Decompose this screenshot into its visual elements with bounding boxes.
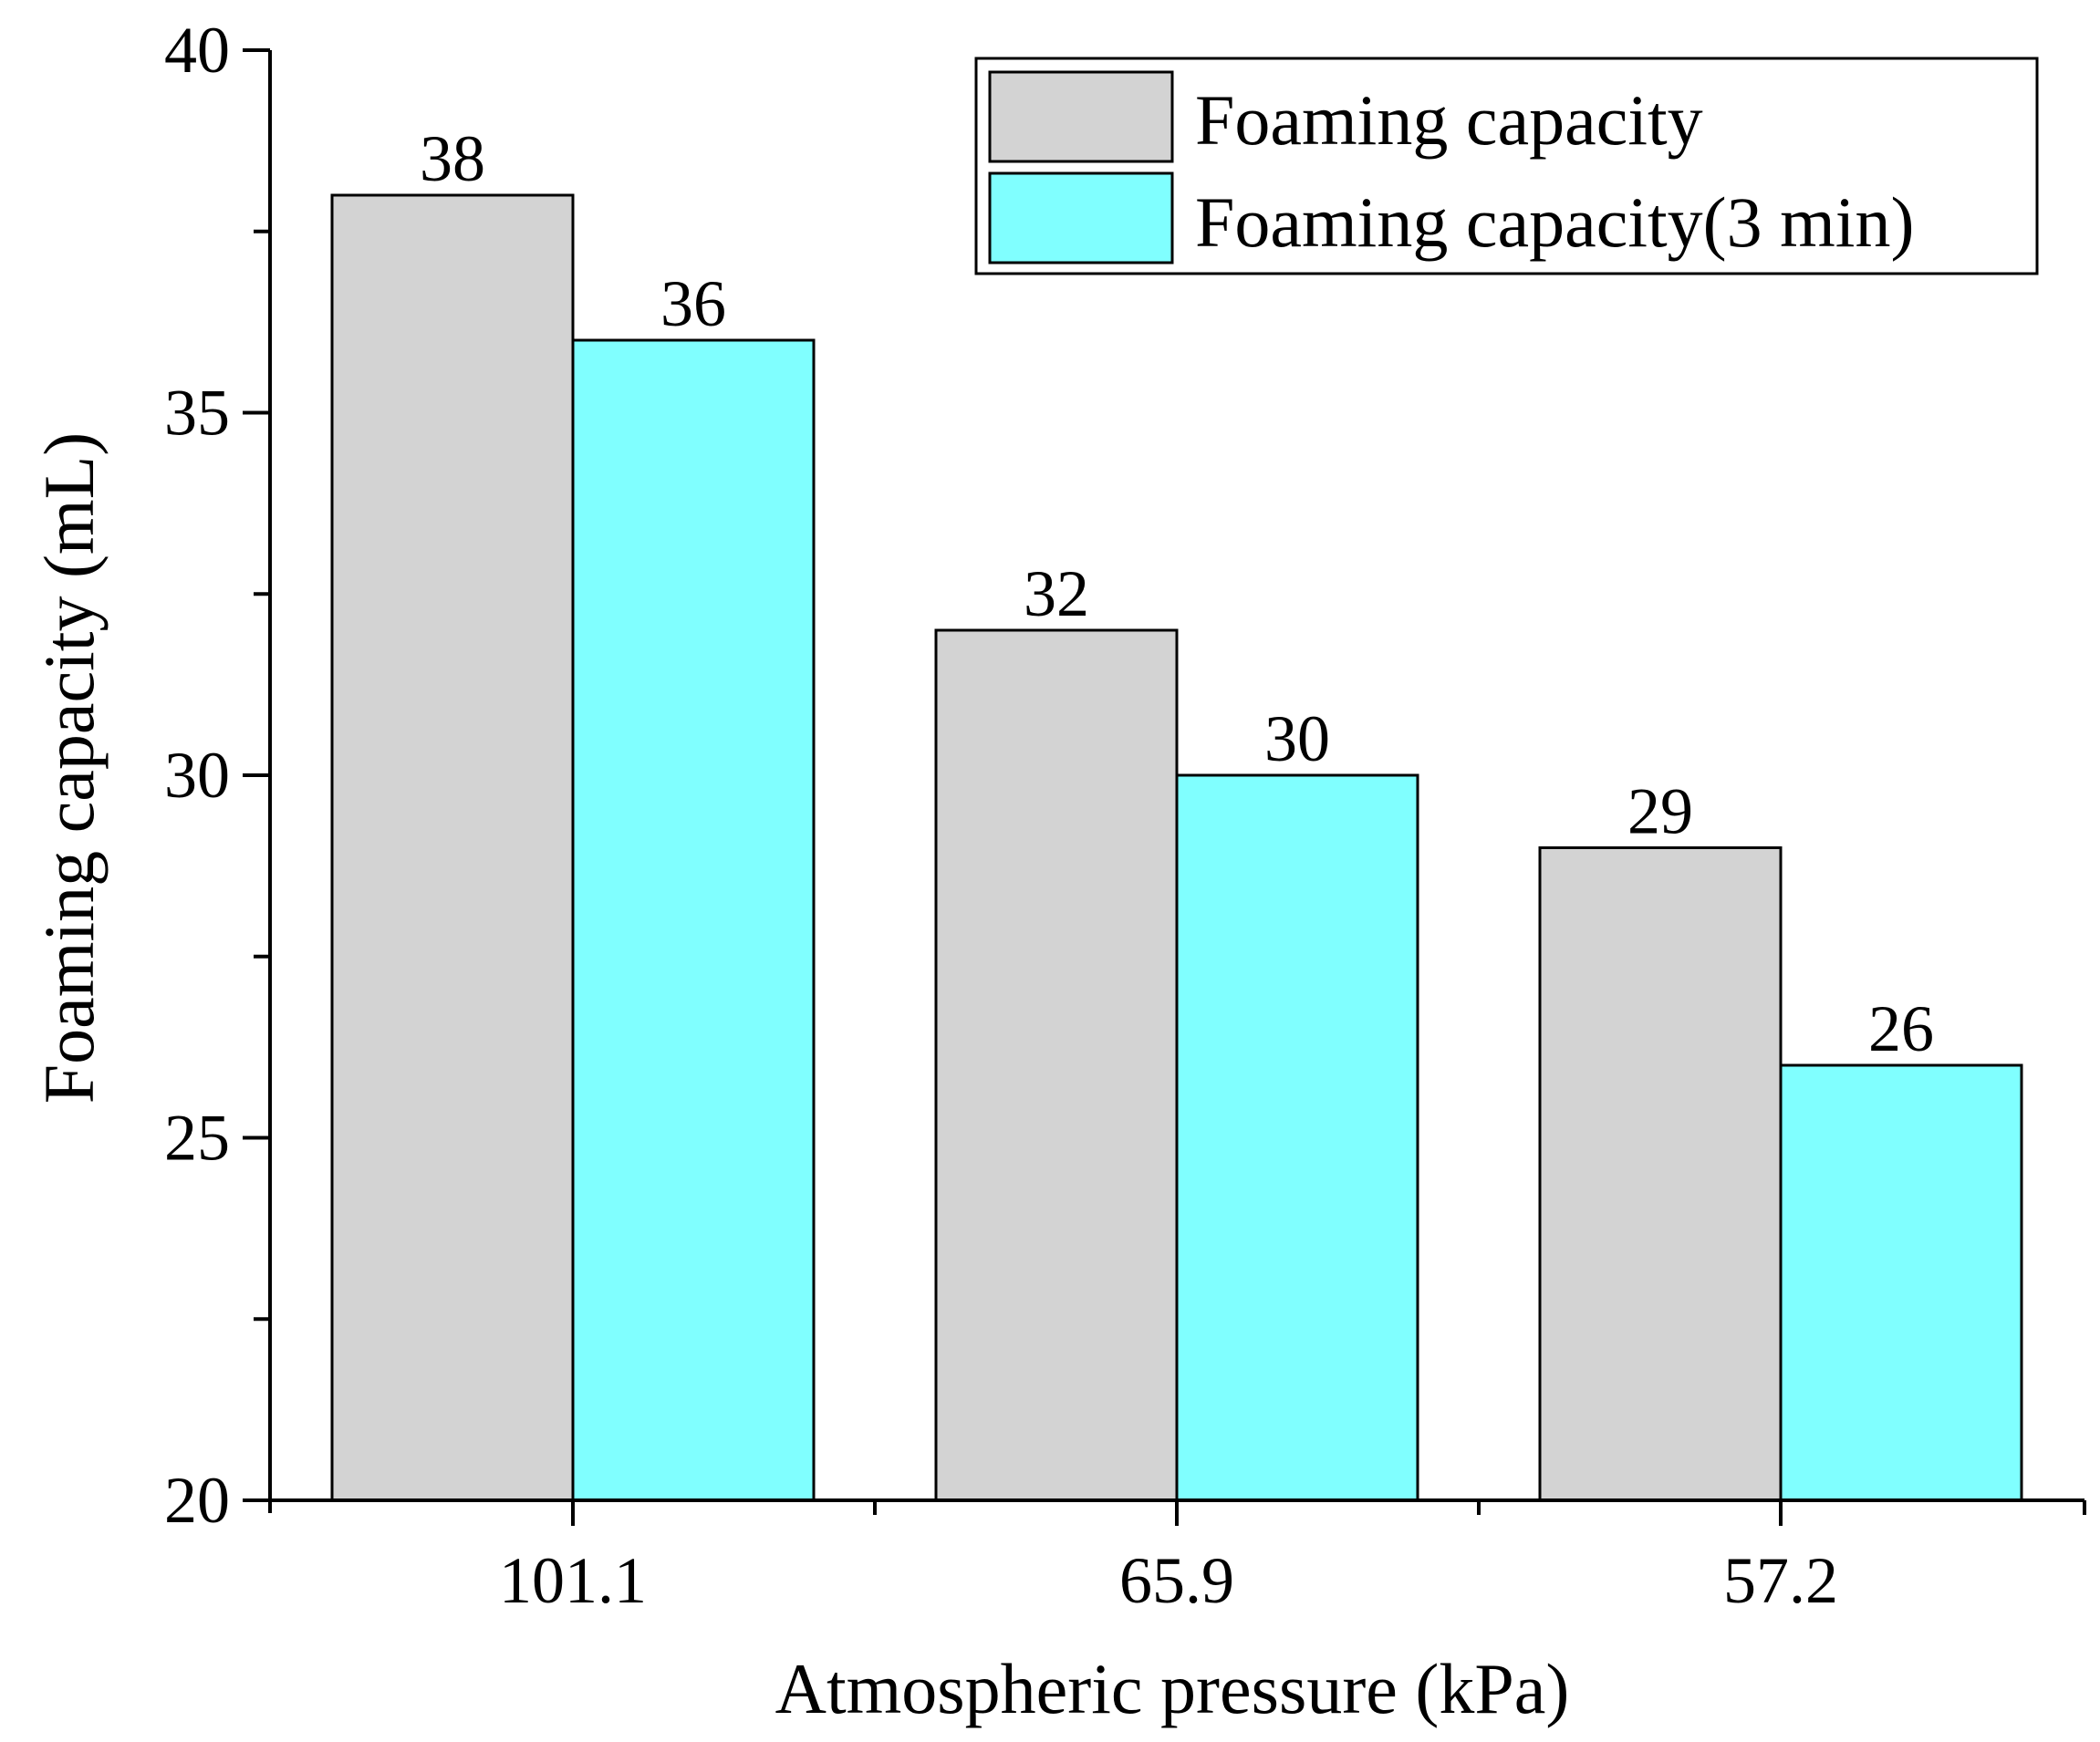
bar-s1-101_1	[571, 338, 816, 1502]
data-label: 26	[1868, 992, 1934, 1065]
bar-s0-57_2	[1538, 846, 1783, 1502]
data-label: 38	[420, 122, 485, 195]
legend-label-foaming-capacity-3min: Foaming capacity(3 min)	[1195, 182, 1914, 262]
y-tick-label: 35	[164, 377, 230, 450]
legend-swatch-foaming-capacity-3min	[988, 171, 1174, 264]
data-label: 29	[1627, 775, 1693, 848]
x-tick-label: 101.1	[499, 1544, 647, 1617]
y-tick-label: 40	[164, 14, 230, 87]
axes-layer: 20 25 30 35 40 101.1 65.9 57.2	[164, 14, 2086, 1617]
bar-s1-57_2	[1779, 1063, 2023, 1502]
x-tick-label: 57.2	[1723, 1544, 1838, 1617]
x-axis-title: Atmospheric pressure (kPa)	[775, 1649, 1570, 1728]
y-tick-label: 30	[164, 739, 230, 812]
labels-layer: 38 32 29 36 30 26	[420, 122, 1934, 1065]
legend: Foaming capacity Foaming capacity(3 min)	[974, 57, 2039, 275]
legend-swatch-foaming-capacity	[988, 70, 1174, 163]
bar-s0-101_1	[330, 193, 575, 1502]
data-label: 32	[1024, 557, 1089, 630]
bar-s1-65_9	[1175, 773, 1419, 1502]
y-tick-label: 20	[164, 1464, 230, 1537]
bars-layer	[330, 193, 2023, 1502]
legend-label-foaming-capacity: Foaming capacity	[1195, 80, 1703, 160]
data-label: 36	[660, 267, 726, 340]
data-label: 30	[1264, 702, 1330, 775]
y-tick-label: 25	[164, 1102, 230, 1175]
y-axis-title: Foaming capacity (mL)	[29, 432, 109, 1104]
bar-s0-65_9	[934, 628, 1179, 1502]
x-tick-label: 65.9	[1119, 1544, 1234, 1617]
